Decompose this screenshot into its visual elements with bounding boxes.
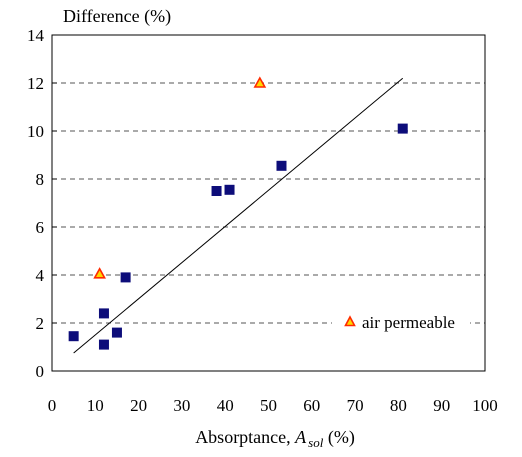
x-tick-label: 0 [48, 396, 57, 415]
x-axis-label-variable: A [294, 427, 307, 447]
data-point-square [98, 339, 109, 350]
y-tick-label: 8 [36, 170, 45, 189]
x-tick-label: 20 [130, 396, 147, 415]
y-tick-label: 2 [36, 314, 45, 333]
y-tick-label: 12 [27, 74, 44, 93]
x-tick-label: 40 [217, 396, 234, 415]
x-tick-label: 100 [472, 396, 498, 415]
trendline-group [73, 77, 404, 354]
x-tick-label: 60 [303, 396, 320, 415]
data-point-triangle [93, 267, 106, 279]
grid-lines [52, 82, 485, 324]
data-point-square [397, 123, 408, 134]
trendline [73, 77, 404, 354]
legend-label: air permeable [362, 313, 455, 332]
legend: air permeable [332, 310, 470, 336]
x-tick-label: 50 [260, 396, 277, 415]
y-tick-label: 4 [36, 266, 45, 285]
x-tick-label: 70 [347, 396, 364, 415]
legend-background [332, 310, 470, 336]
data-point-square [276, 160, 287, 171]
x-axis-label-prefix: Absorptance, [195, 427, 295, 447]
data-point-square [120, 272, 131, 283]
x-tick-label: 90 [433, 396, 450, 415]
y-tick-label: 0 [36, 362, 45, 381]
y-tick-label: 14 [27, 26, 45, 45]
y-tick-labels: 0 2 4 6 8 10 12 14 [27, 26, 57, 381]
data-point-square [98, 308, 109, 319]
x-tick-label: 30 [173, 396, 190, 415]
data-point-triangle [253, 76, 267, 88]
plot-area [51, 34, 486, 372]
data-point-square [111, 327, 122, 338]
data-point-square [68, 331, 79, 342]
x-tick-label: 10 [87, 396, 104, 415]
data-point-square [211, 186, 222, 196]
x-tick-labels: 0 10 20 30 40 50 60 70 80 90 100 [48, 396, 498, 415]
data-points [68, 76, 408, 350]
legend-triangle-marker [344, 315, 356, 327]
x-tick-label: 80 [390, 396, 407, 415]
x-axis-label-suffix: (%) [323, 427, 354, 448]
y-tick-label: 6 [36, 218, 45, 237]
data-point-square [224, 184, 235, 195]
x-axis-label-subscript: sol [308, 435, 324, 450]
y-axis-label: Difference (%) [63, 6, 171, 27]
y-tick-label: 10 [27, 122, 44, 141]
